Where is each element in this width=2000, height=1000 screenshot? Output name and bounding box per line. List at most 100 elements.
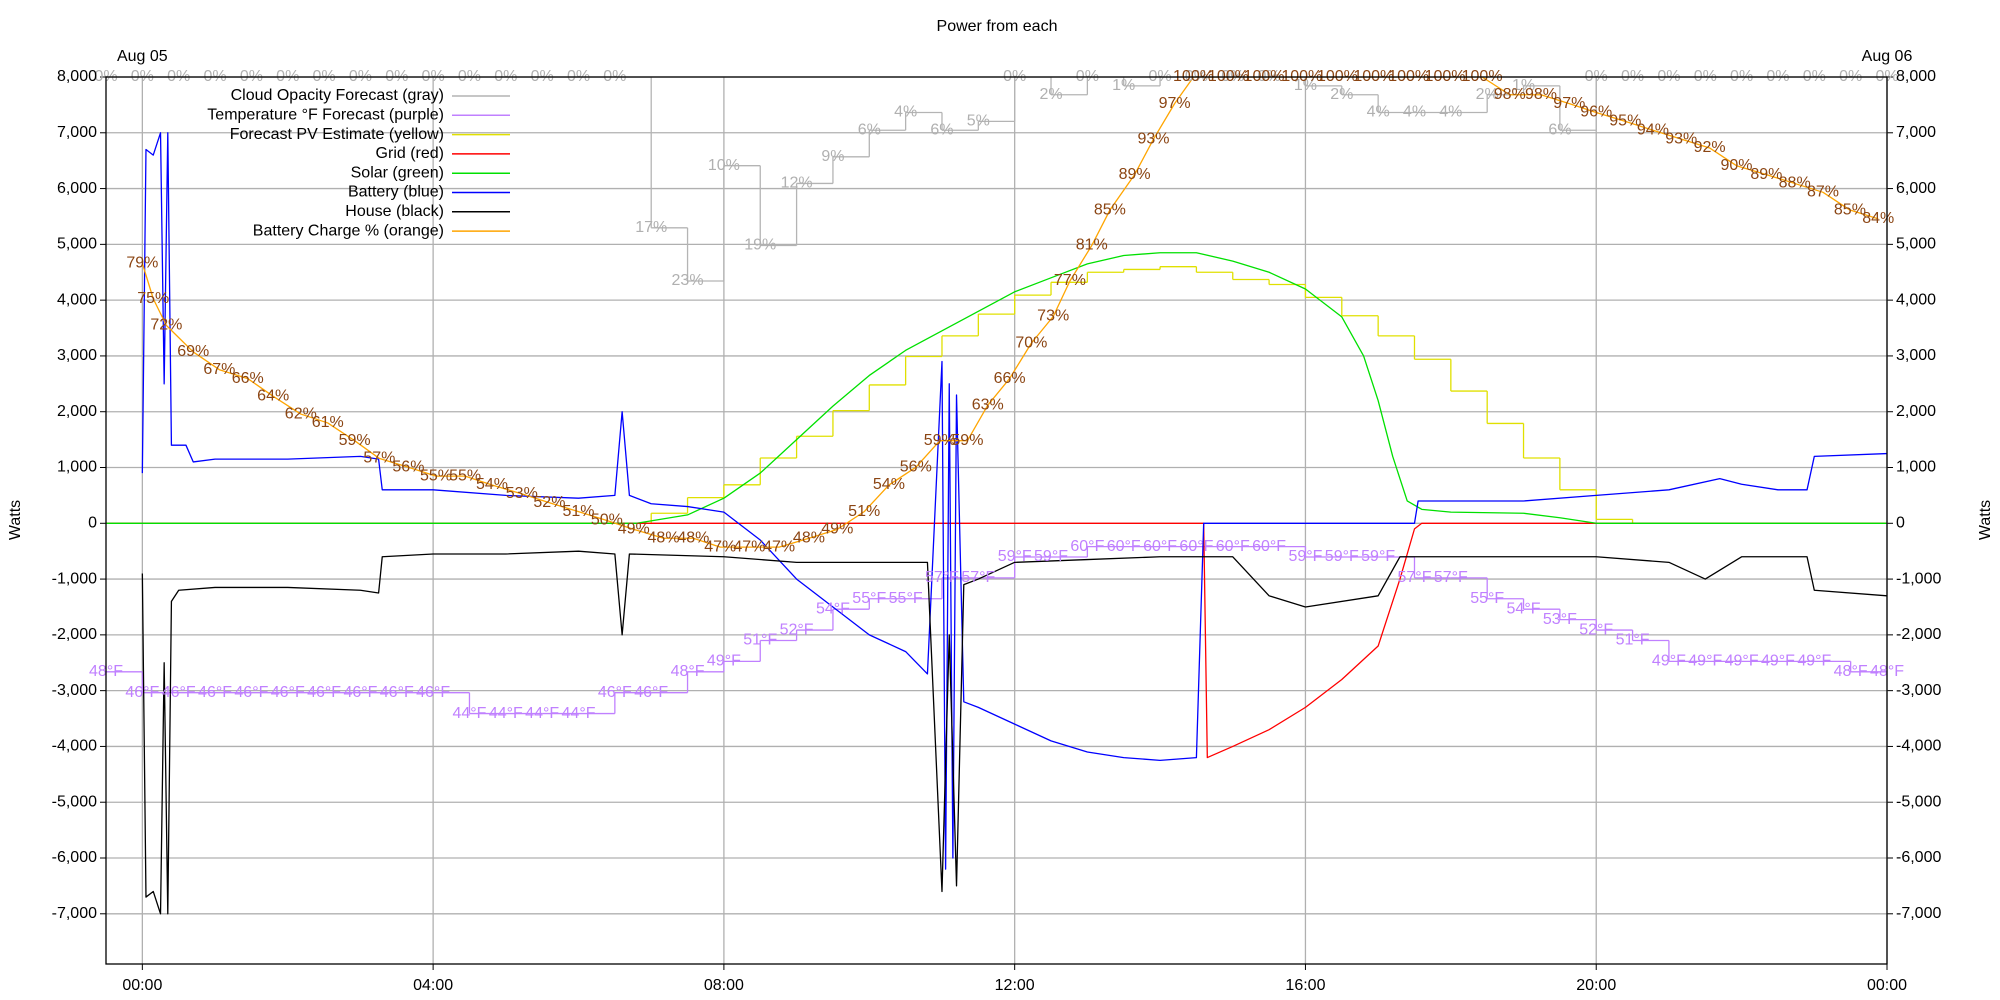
data-label: 59°F bbox=[1288, 548, 1322, 565]
data-label: 49°F bbox=[1652, 653, 1686, 670]
data-label: 55% bbox=[449, 467, 481, 484]
plot-frame bbox=[105, 76, 1888, 965]
x-tick-label: 04:00 bbox=[413, 977, 453, 994]
data-label: 90% bbox=[1721, 157, 1753, 174]
y-tick-label-right: -3,000 bbox=[1896, 682, 1941, 699]
data-label: 54°F bbox=[816, 600, 850, 617]
data-label: 49°F bbox=[1688, 653, 1722, 670]
data-label: 46°F bbox=[380, 684, 414, 701]
data-label: 79% bbox=[126, 254, 158, 271]
legend-label: Battery Charge % (orange) bbox=[253, 222, 444, 239]
data-label: 94% bbox=[1637, 121, 1669, 138]
data-label: 47% bbox=[733, 538, 765, 555]
data-label: 67% bbox=[203, 361, 235, 378]
data-label: 2% bbox=[1476, 86, 1499, 103]
data-label: 46°F bbox=[598, 684, 632, 701]
data-label: 46°F bbox=[198, 684, 232, 701]
data-label: 4% bbox=[894, 104, 917, 121]
data-label: 6% bbox=[1548, 121, 1571, 138]
data-label: 5% bbox=[967, 113, 990, 130]
data-label: 57% bbox=[363, 450, 395, 467]
legend-label: Temperature °F Forecast (purple) bbox=[207, 107, 444, 124]
y-tick-label: 8,000 bbox=[57, 68, 97, 85]
data-label: 52°F bbox=[780, 621, 814, 638]
data-label: 59% bbox=[339, 432, 371, 449]
data-label: 81% bbox=[1076, 237, 1108, 254]
series-line bbox=[141, 132, 1887, 870]
y-tick-label: 2,000 bbox=[57, 403, 97, 420]
data-label: 59°F bbox=[998, 548, 1032, 565]
y-tick-label: 0 bbox=[88, 515, 97, 532]
data-label: 60°F bbox=[1143, 538, 1177, 555]
x-tick-label: 12:00 bbox=[995, 977, 1035, 994]
data-label: 66% bbox=[232, 370, 264, 387]
y-tick-label: -1,000 bbox=[52, 570, 97, 587]
legend-label: Solar (green) bbox=[351, 164, 444, 181]
data-label: 89% bbox=[1119, 166, 1151, 183]
data-label: 93% bbox=[1665, 130, 1697, 147]
y-tick-label: -3,000 bbox=[52, 682, 97, 699]
data-label: 44°F bbox=[525, 705, 559, 722]
data-label: 46°F bbox=[125, 684, 159, 701]
legend-label: Grid (red) bbox=[376, 145, 444, 162]
y-axis-label: Watts bbox=[7, 500, 24, 540]
data-label: 46°F bbox=[162, 684, 196, 701]
legend-label: House (black) bbox=[345, 203, 444, 220]
y-tick-label: 4,000 bbox=[57, 291, 97, 308]
data-label: 50% bbox=[591, 512, 623, 529]
data-label: 62% bbox=[285, 405, 317, 422]
data-label: 1% bbox=[1112, 77, 1135, 94]
x-tick-label: 00:00 bbox=[122, 977, 162, 994]
y-tick-label: -7,000 bbox=[52, 905, 97, 922]
data-label: 53°F bbox=[1543, 611, 1577, 628]
data-label: 97% bbox=[1553, 95, 1585, 112]
chart-title: Power from each bbox=[937, 18, 1058, 35]
data-label: 84% bbox=[1862, 210, 1894, 227]
data-label: 17% bbox=[635, 219, 667, 236]
data-label: 73% bbox=[1037, 308, 1069, 325]
data-label: 52°F bbox=[1579, 621, 1613, 638]
data-label: 92% bbox=[1694, 139, 1726, 156]
data-label: 89% bbox=[1750, 166, 1782, 183]
data-label: 59% bbox=[924, 432, 956, 449]
data-label: 54% bbox=[476, 476, 508, 493]
y-tick-label: -6,000 bbox=[52, 849, 97, 866]
data-label: 57°F bbox=[925, 569, 959, 586]
data-label: 2% bbox=[1039, 86, 1062, 103]
data-label: 98% bbox=[1525, 86, 1557, 103]
series-line bbox=[106, 522, 1887, 759]
data-label: 97% bbox=[1159, 95, 1191, 112]
data-label: 93% bbox=[1138, 130, 1170, 147]
data-label: 1% bbox=[1512, 77, 1535, 94]
data-label: 4% bbox=[1439, 104, 1462, 121]
y-tick-label: 1,000 bbox=[57, 459, 97, 476]
data-label: 49% bbox=[821, 521, 853, 538]
data-label: 49°F bbox=[707, 653, 741, 670]
legend: Cloud Opacity Forecast (gray) Temperature… bbox=[207, 87, 510, 239]
data-label: 60°F bbox=[1216, 538, 1250, 555]
y-axis-label-right: Watts bbox=[1977, 500, 1994, 540]
data-label: 23% bbox=[672, 272, 704, 289]
data-label: 46°F bbox=[271, 684, 305, 701]
data-label: 49% bbox=[618, 521, 650, 538]
y-tick-label-right: -7,000 bbox=[1896, 905, 1941, 922]
data-label: 12% bbox=[781, 175, 813, 192]
data-label: 46°F bbox=[234, 684, 268, 701]
data-label: 4% bbox=[1367, 104, 1390, 121]
data-label: 9% bbox=[821, 148, 844, 165]
y-tick-label-right: 1,000 bbox=[1896, 459, 1936, 476]
y-tick-label-right: 5,000 bbox=[1896, 236, 1936, 253]
data-label: 52% bbox=[533, 494, 565, 511]
data-label: 46°F bbox=[634, 684, 668, 701]
y-tick-label: -5,000 bbox=[52, 793, 97, 810]
series-line bbox=[141, 550, 1887, 915]
data-label: 46°F bbox=[307, 684, 341, 701]
data-label: 60°F bbox=[1179, 538, 1213, 555]
data-label: 10% bbox=[708, 157, 740, 174]
data-label: 6% bbox=[930, 121, 953, 138]
data-label: 51% bbox=[848, 503, 880, 520]
data-label: 53% bbox=[506, 485, 538, 502]
data-label: 60°F bbox=[1107, 538, 1141, 555]
data-label: 88% bbox=[1779, 175, 1811, 192]
